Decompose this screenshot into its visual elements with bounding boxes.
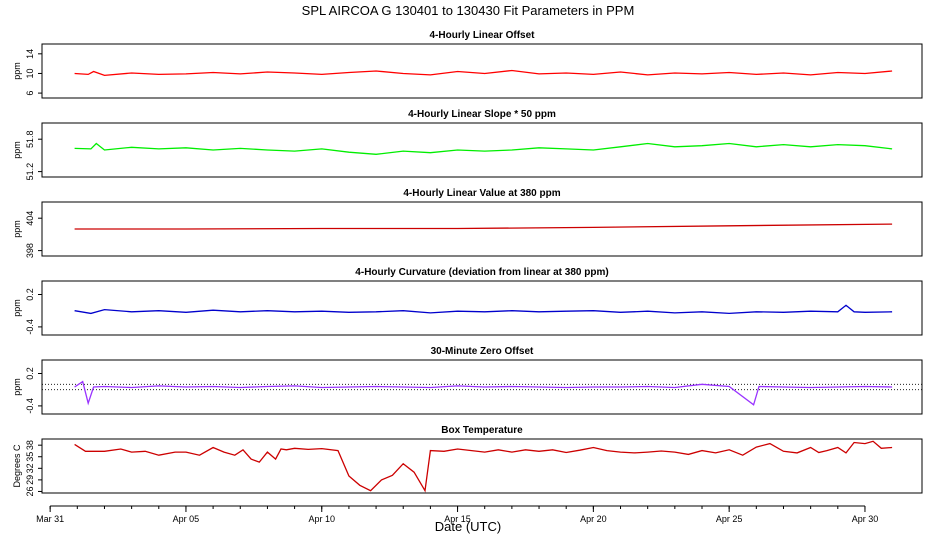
y-tick-label: 51.8 — [25, 130, 35, 148]
panel-frame — [41, 438, 923, 494]
panel-y-label: ppm — [12, 299, 22, 317]
y-tick-label: -0.4 — [25, 319, 35, 335]
series-line — [74, 69, 893, 77]
series-line — [74, 142, 893, 155]
panel-4: 4-Hourly Curvature (deviation from linea… — [12, 267, 923, 336]
x-axis-title: Date (UTC) — [435, 519, 501, 534]
x-tick-label: Apr 30 — [852, 514, 879, 524]
panel-frame — [41, 280, 923, 336]
panel-frame — [41, 43, 923, 99]
panel-y-label: ppm — [12, 220, 22, 238]
x-tick-label: Apr 15 — [444, 514, 471, 524]
panel-y-label: ppm — [12, 141, 22, 159]
y-tick-label: 6 — [25, 91, 35, 96]
x-tick-label: Apr 25 — [716, 514, 743, 524]
x-axis: Mar 31 Apr 05 Apr 10 Apr 15 Apr 20 Apr 25 Apr … — [36, 505, 879, 524]
panel-title: Box Temperature — [441, 425, 523, 436]
y-tick-label: 0.2 — [25, 288, 35, 301]
panel-frame — [41, 201, 923, 257]
panel-y-label: Degrees C — [12, 444, 22, 488]
panel-title: 4-Hourly Linear Value at 380 ppm — [403, 188, 560, 199]
panel-title: 30-Minute Zero Offset — [431, 346, 534, 357]
x-tick-label: Apr 10 — [308, 514, 335, 524]
y-tick-label: 10 — [25, 68, 35, 78]
panel-frame — [41, 122, 923, 178]
panel-frame — [41, 359, 923, 415]
y-tick-label: 51.2 — [25, 163, 35, 181]
panel-y-label: ppm — [12, 62, 22, 80]
series-line — [74, 440, 893, 493]
x-tick-label: Apr 20 — [580, 514, 607, 524]
y-tick-label: 398 — [25, 243, 35, 258]
y-tick-label: 29 — [25, 475, 35, 485]
y-tick-label: -0.4 — [25, 398, 35, 414]
panel-1: 4-Hourly Linear Offset ppm 6 10 14 — [12, 30, 923, 99]
y-tick-label: 32 — [25, 463, 35, 473]
y-tick-label: 14 — [25, 49, 35, 59]
x-tick-label: Mar 31 — [36, 514, 64, 524]
y-tick-label: 26 — [25, 486, 35, 496]
series-line — [74, 223, 893, 230]
panel-title: 4-Hourly Linear Offset — [429, 30, 535, 41]
y-tick-label: 35 — [25, 452, 35, 462]
y-tick-label: 404 — [25, 211, 35, 226]
chart-title: SPL AIRCOA G 130401 to 130430 Fit Parame… — [302, 3, 635, 18]
series-line — [74, 304, 893, 315]
panel-title: 4-Hourly Curvature (deviation from linea… — [355, 267, 608, 278]
y-tick-label: 38 — [25, 440, 35, 450]
y-tick-label: 0.2 — [25, 367, 35, 380]
x-tick-label: Apr 05 — [173, 514, 200, 524]
panel-y-label: ppm — [12, 378, 22, 396]
series-line — [74, 380, 893, 406]
panel-5: 30-Minute Zero Offset ppm-0.4 0.2 — [12, 346, 923, 415]
panel-title: 4-Hourly Linear Slope * 50 ppm — [408, 109, 556, 120]
